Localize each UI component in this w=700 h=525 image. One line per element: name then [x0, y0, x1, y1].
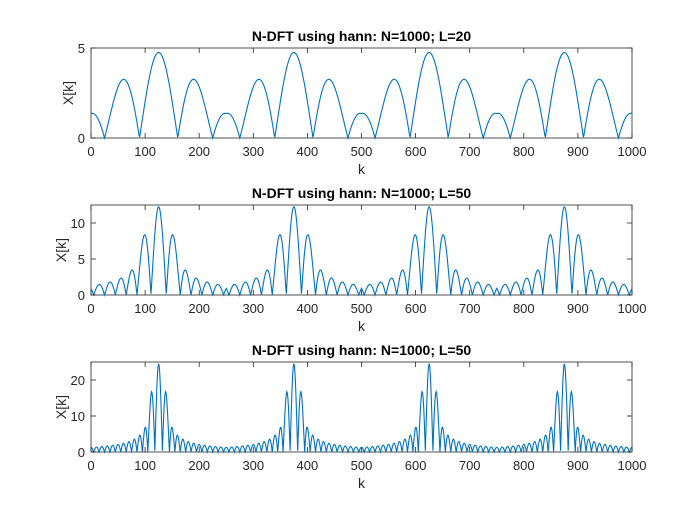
axes-box: [90, 204, 633, 296]
x-tick-label: 300: [242, 144, 264, 159]
series-line: [90, 205, 633, 297]
x-tick-label: 0: [87, 458, 94, 473]
x-axis-label: k: [358, 161, 366, 177]
x-tick-label: 500: [351, 144, 373, 159]
x-tick-label: 800: [513, 458, 535, 473]
y-tick-label: 0: [78, 445, 85, 460]
x-tick-label: 100: [134, 301, 156, 316]
chart-title: N-DFT using hann: N=1000; L=50: [252, 342, 472, 358]
x-axis-label: k: [358, 318, 366, 334]
x-tick-label: 700: [459, 301, 481, 316]
x-tick-label: 900: [567, 301, 589, 316]
x-tick-label: 1000: [618, 144, 647, 159]
x-tick-label: 800: [513, 301, 535, 316]
x-tick-label: 400: [297, 144, 319, 159]
subplot-3: 0 100 200 300 400 500 600 700 800 900 1000 0 10 20 N-D…: [53, 342, 646, 491]
axes-box: [90, 361, 633, 453]
x-tick-label: 100: [134, 458, 156, 473]
y-axis-label: X[k]: [53, 395, 69, 419]
y-axis-label: X[k]: [60, 81, 76, 105]
x-tick-label: 400: [297, 301, 319, 316]
x-tick-label: 300: [242, 301, 264, 316]
series-line: [90, 51, 633, 141]
x-tick-label: 0: [87, 301, 94, 316]
x-tick-label: 1000: [618, 458, 647, 473]
y-tick-label: 5: [78, 41, 85, 56]
y-axis-label: X[k]: [53, 238, 69, 262]
x-tick-label: 900: [567, 144, 589, 159]
x-tick-label: 400: [297, 458, 319, 473]
x-tick-label: 300: [242, 458, 264, 473]
axes-box: [90, 47, 633, 139]
y-tick-label: 10: [71, 216, 85, 231]
chart-title: N-DFT using hann: N=1000; L=20: [252, 28, 472, 44]
x-tick-label: 0: [87, 144, 94, 159]
x-tick-label: 600: [405, 301, 427, 316]
y-tick-label: 10: [71, 409, 85, 424]
x-tick-label: 200: [188, 458, 210, 473]
x-tick-label: 200: [188, 144, 210, 159]
x-tick-label: 600: [405, 144, 427, 159]
x-tick-label: 900: [567, 458, 589, 473]
x-tick-label: 200: [188, 301, 210, 316]
y-tick-label: 0: [78, 288, 85, 303]
x-tick-label: 1000: [618, 301, 647, 316]
x-tick-label: 800: [513, 144, 535, 159]
x-axis-label: k: [358, 475, 366, 491]
subplot-1: 0 100 200 300 400 500 600 700 800 900 1000 0 5 N-DFT …: [60, 28, 646, 177]
y-tick-label: 5: [78, 252, 85, 267]
x-tick-label: 700: [459, 458, 481, 473]
x-tick-label: 700: [459, 144, 481, 159]
y-tick-label: 20: [71, 373, 85, 388]
subplot-2: 0 100 200 300 400 500 600 700 800 900 1000 0 5 10 N-DF…: [53, 185, 646, 334]
y-tick-label: 0: [78, 131, 85, 146]
x-tick-label: 100: [134, 144, 156, 159]
chart-title: N-DFT using hann: N=1000; L=50: [252, 185, 472, 201]
x-tick-label: 500: [351, 301, 373, 316]
x-tick-label: 600: [405, 458, 427, 473]
x-tick-label: 500: [351, 458, 373, 473]
